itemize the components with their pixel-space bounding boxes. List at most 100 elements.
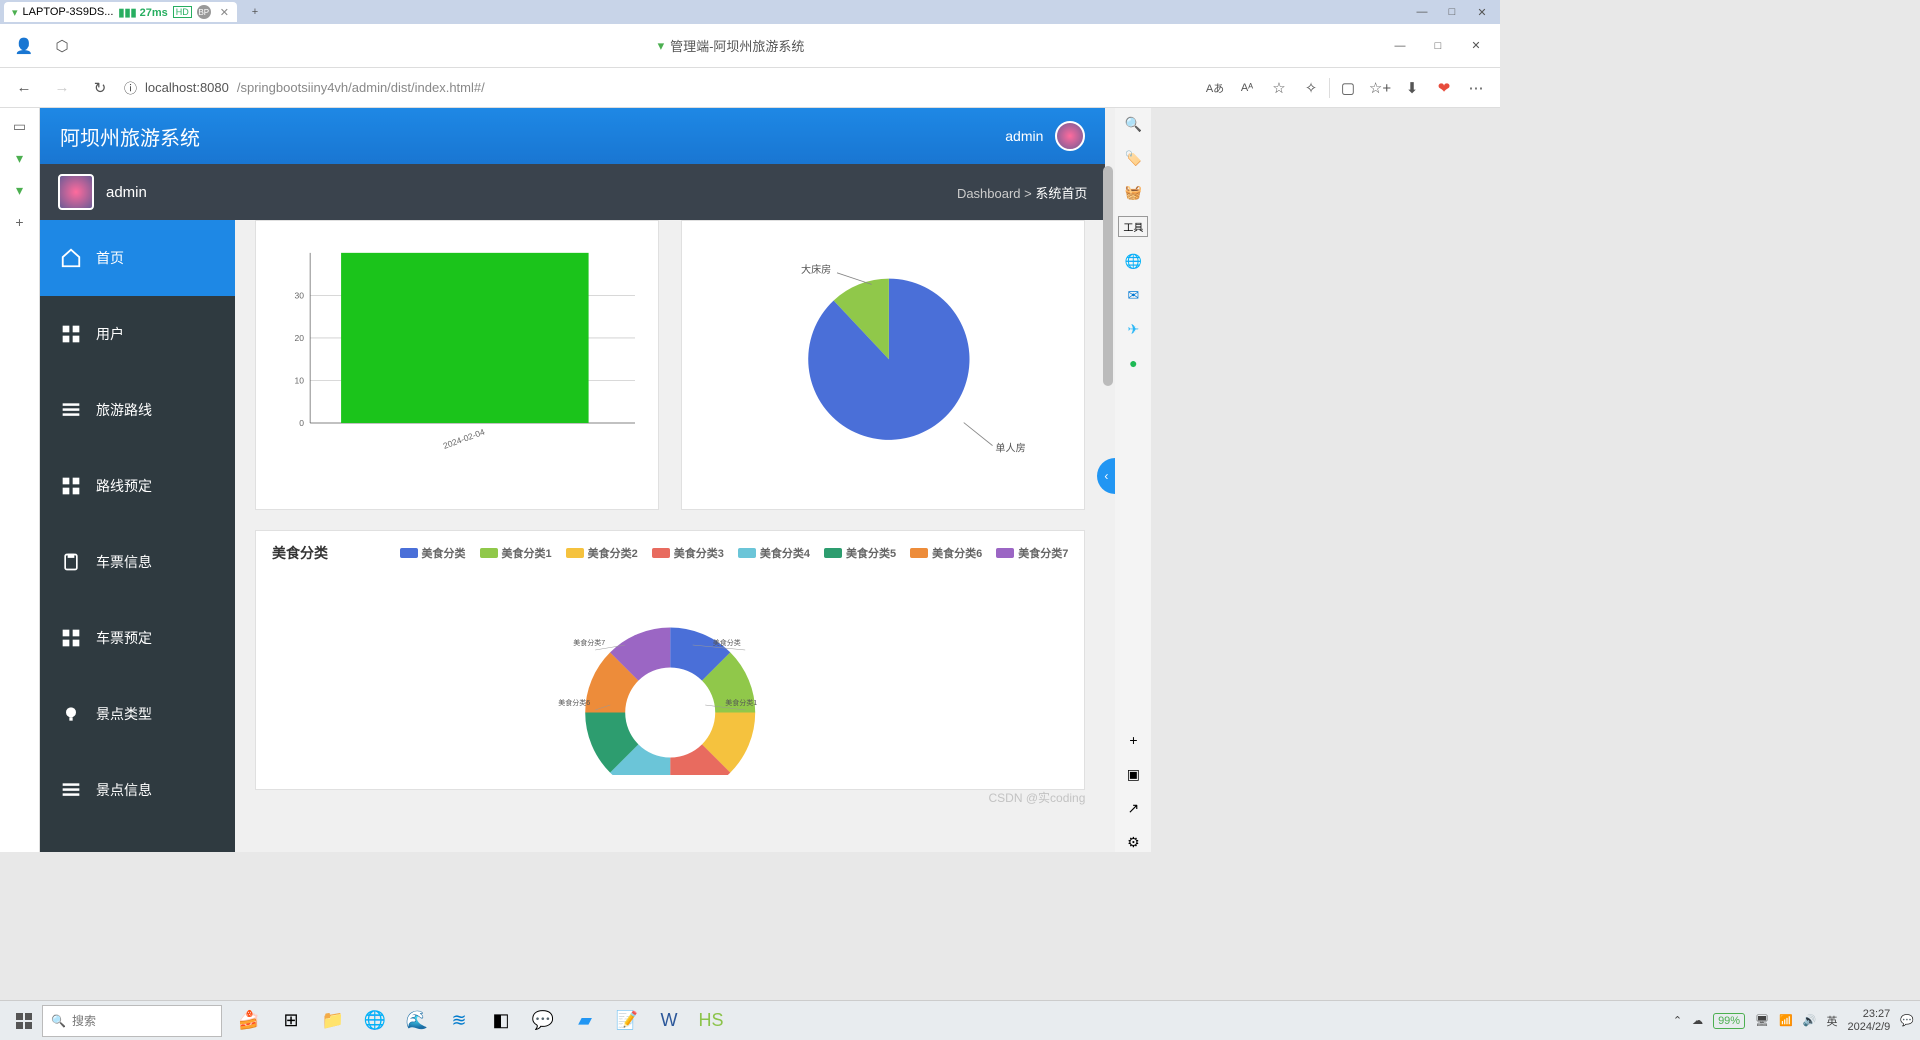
svg-text:单人房: 单人房 [996,441,1026,454]
inner-minimize[interactable]: — [1386,36,1414,56]
sidebar-item-4[interactable]: 车票信息 [40,524,235,600]
site-info-icon[interactable]: ⓘ [124,78,137,97]
legend-label: 美食分类7 [1018,545,1068,561]
tray-cloud-icon[interactable]: ☁ [1692,1014,1703,1027]
svg-text:10: 10 [294,376,304,386]
sidebar-item-2[interactable]: 旅游路线 [40,372,235,448]
header-avatar[interactable] [1055,121,1085,151]
tab-close-icon[interactable]: ✕ [220,6,229,19]
taskbar-search[interactable]: 🔍 搜索 [42,1005,222,1037]
task-word-icon[interactable]: W [652,1004,686,1038]
heart-icon[interactable]: ❤ [1430,74,1458,102]
quick-globe-icon[interactable]: 🌐 [1123,251,1143,271]
sidebar-icon-grid [60,323,82,345]
inner-close[interactable]: ✕ [1462,36,1490,56]
window-close-button[interactable]: ✕ [1468,2,1496,22]
start-button[interactable] [6,1003,42,1039]
back-button[interactable]: ← [10,74,38,102]
rail-add-icon[interactable]: + [10,212,30,232]
legend-swatch [400,548,418,558]
task-edge-icon[interactable]: 🌊 [400,1004,434,1038]
quick-add-icon[interactable]: + [1123,730,1143,750]
search-icon: 🔍 [51,1014,66,1028]
address-bar[interactable]: ⓘ localhost:8080/springbootsiiny4vh/admi… [124,73,1191,103]
downloads-icon[interactable]: ⬇ [1398,74,1426,102]
crumb-dashboard[interactable]: Dashboard [957,186,1021,201]
notifications-icon[interactable]: 💬 [1900,1014,1914,1027]
app-viewport: 阿坝州旅游系统 admin admin Dashboard > 系统首页 首页用… [40,108,1115,852]
sidebar-item-5[interactable]: 车票预定 [40,600,235,676]
tray-volume-icon[interactable]: 🔊 [1803,1014,1817,1027]
sub-avatar[interactable] [58,174,94,210]
legend-item[interactable]: 美食分类2 [566,545,638,561]
legend-item[interactable]: 美食分类6 [910,545,982,561]
rail-vue-icon[interactable]: ▾ [10,148,30,168]
quick-screenshot-icon[interactable]: ▣ [1123,764,1143,784]
header-username: admin [1005,128,1043,144]
tools-label[interactable]: 工具 [1118,216,1148,237]
extension-icon[interactable]: ✧ [1297,74,1325,102]
menu-icon[interactable]: ⋯ [1462,74,1490,102]
task-chrome-icon[interactable]: 🌐 [358,1004,392,1038]
rail-vue-icon-2[interactable]: ▾ [10,180,30,200]
sub-username: admin [106,184,147,201]
donut-chart: 美食分类7美食分类美食分类6美食分类1 [256,575,1084,775]
task-vscode-icon[interactable]: ≋ [442,1004,476,1038]
quick-settings-icon[interactable]: ⚙ [1123,832,1143,852]
sidebar-item-3[interactable]: 路线预定 [40,448,235,524]
task-intellij-icon[interactable]: ◧ [484,1004,518,1038]
quick-spotify-icon[interactable]: ● [1123,353,1143,373]
new-tab-button[interactable]: + [241,2,269,22]
profile-icon[interactable]: 👤 [10,32,38,60]
tray-expand-icon[interactable]: ⌃ [1673,1014,1682,1027]
inner-maximize[interactable]: □ [1424,36,1452,56]
task-view-icon[interactable]: ⊞ [274,1004,308,1038]
sidebar-icon-list [60,779,82,801]
legend-item[interactable]: 美食分类 [400,545,466,561]
collections-icon[interactable]: ☆+ [1366,74,1394,102]
task-hs-icon[interactable]: HS [694,1004,728,1038]
legend-item[interactable]: 美食分类1 [480,545,552,561]
legend-item[interactable]: 美食分类7 [996,545,1068,561]
svg-text:2024-02-04: 2024-02-04 [442,427,487,451]
refresh-button[interactable]: ↻ [86,74,114,102]
sub-header: admin Dashboard > 系统首页 [40,164,1105,220]
minimize-button[interactable]: — [1408,2,1436,22]
browser-tab[interactable]: ▾ LAPTOP-3S9DS... ▮▮▮ 27ms HD BP ✕ [4,2,237,22]
workspaces-icon[interactable]: ⬡ [48,32,76,60]
quick-telegram-icon[interactable]: ✈ [1123,319,1143,339]
task-app1-icon[interactable]: ▰ [568,1004,602,1038]
quick-search-icon[interactable]: 🔍 [1123,114,1143,134]
taskbar-clock[interactable]: 23:27 2024/2/9 [1847,1008,1890,1032]
forward-button[interactable]: → [48,74,76,102]
quick-share-icon[interactable]: ↗ [1123,798,1143,818]
sidebar-item-1[interactable]: 用户 [40,296,235,372]
favorite-icon[interactable]: ☆ [1265,74,1293,102]
split-screen-icon[interactable]: ▢ [1334,74,1362,102]
tray-wifi-icon[interactable]: 📶 [1779,1014,1793,1027]
translate-icon[interactable]: Aあ [1201,74,1229,102]
quick-tag-icon[interactable]: 🏷️ [1123,148,1143,168]
sidebar-item-6[interactable]: 景点类型 [40,676,235,752]
quick-cart-icon[interactable]: 🧺 [1123,182,1143,202]
legend-item[interactable]: 美食分类3 [652,545,724,561]
sidebar-item-7[interactable]: 景点信息 [40,752,235,828]
battery-badge[interactable]: 99% [1713,1013,1745,1029]
task-explorer-icon[interactable]: 📁 [316,1004,350,1038]
task-wechat-icon[interactable]: 💬 [526,1004,560,1038]
maximize-button[interactable]: □ [1438,2,1466,22]
sidebar-icon-grid [60,475,82,497]
ime-indicator[interactable]: 英 [1826,1013,1837,1029]
tray-network-icon[interactable]: 🖥 [1755,1014,1769,1027]
rail-copy-icon[interactable]: ▭ [10,116,30,136]
read-aloud-icon[interactable]: Aᴬ [1233,74,1261,102]
quick-outlook-icon[interactable]: ✉ [1123,285,1143,305]
scrollbar[interactable] [1103,166,1113,850]
task-cake-icon[interactable]: 🍰 [232,1004,266,1038]
left-vertical-rail: ▭ ▾ ▾ + [0,108,40,852]
legend-item[interactable]: 美食分类5 [824,545,896,561]
sidebar-item-0[interactable]: 首页 [40,220,235,296]
legend-label: 美食分类5 [846,545,896,561]
legend-item[interactable]: 美食分类4 [738,545,810,561]
task-app2-icon[interactable]: 📝 [610,1004,644,1038]
